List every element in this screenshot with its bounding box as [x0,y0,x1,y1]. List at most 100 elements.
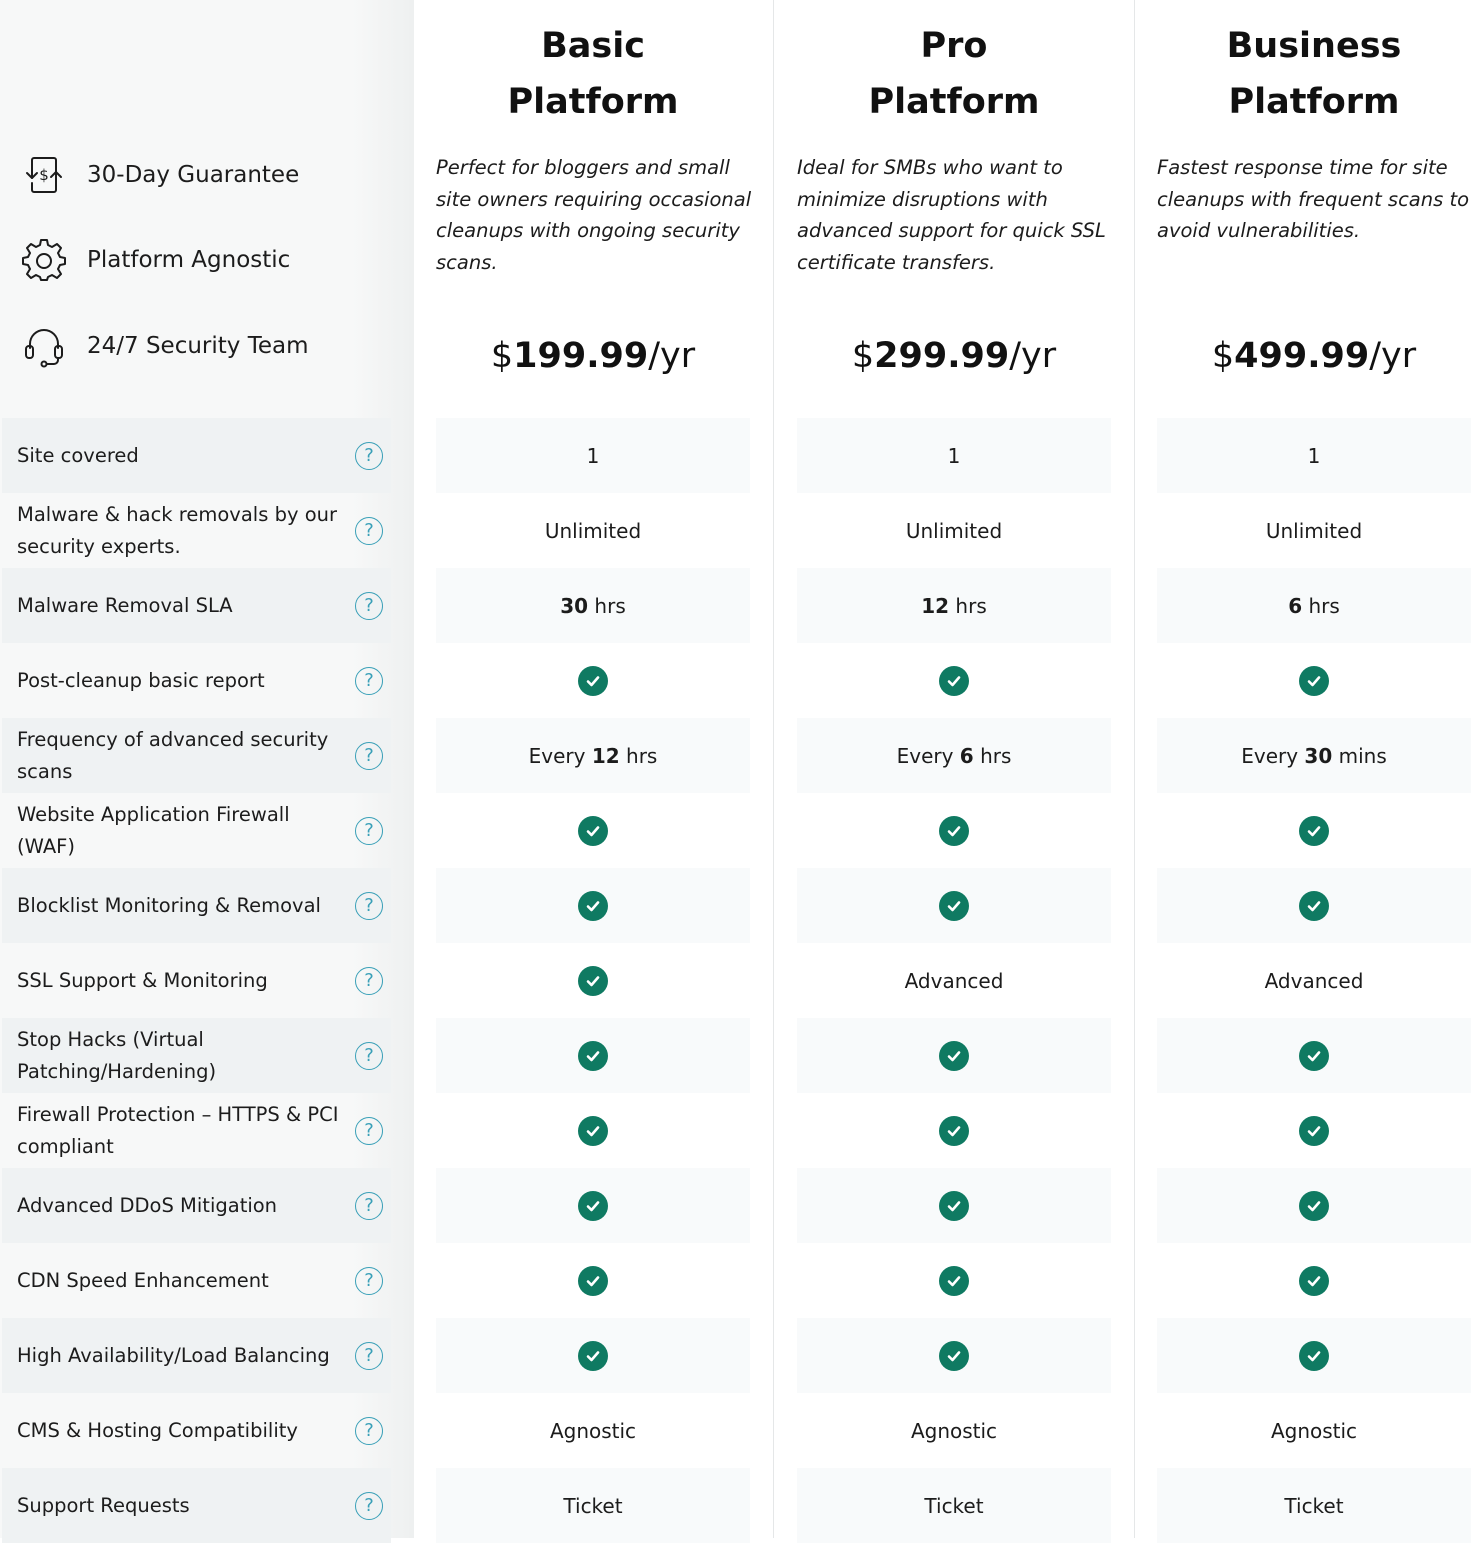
cell-value: Agnostic [549,1418,637,1443]
help-icon[interactable]: ? [355,1116,383,1145]
help-icon[interactable]: ? [355,1491,383,1520]
plan-cell [436,1318,750,1393]
feature-row: High Availability/Load Balancing? [2,1318,391,1393]
plan-cell: 1 [797,418,1111,493]
cell-number: 12 [591,743,620,768]
cell-value: Unlimited [1265,518,1363,543]
price-period: /yr [1369,336,1417,376]
plan-cell: 30 hrs [436,568,750,643]
plan-cell: 6 hrs [1157,568,1471,643]
help-icon[interactable]: ? [355,1266,383,1295]
check-icon [1299,1190,1329,1221]
plan-cell: Agnostic [797,1393,1111,1468]
feature-row: CDN Speed Enhancement? [2,1243,391,1318]
help-icon[interactable]: ? [355,1341,383,1370]
plan-cell [436,868,750,943]
price-amount: 199.99 [513,336,649,376]
check-icon [578,1190,608,1221]
help-icon[interactable]: ? [355,816,383,845]
cell-value: 30 hrs [560,594,626,618]
plan-cell [436,1168,750,1243]
cell-number: 30 [1304,743,1333,768]
guarantee-platform-agnostic: Platform Agnostic [22,235,290,285]
cell-suffix: mins [1332,743,1387,768]
plan-cell: Advanced [1157,943,1471,1018]
check-icon [578,1340,608,1371]
cell-number: 12 [921,593,950,618]
cell-prefix: Every [1241,743,1305,768]
cell-value: Advanced [904,968,1004,993]
feature-row: Firewall Protection – HTTPS & PCI compli… [2,1093,391,1168]
plan-cell: Unlimited [1157,493,1471,568]
check-icon [1299,815,1329,846]
guarantee-30-day: $ 30-Day Guarantee [22,150,299,200]
help-icon[interactable]: ? [355,666,383,695]
help-icon[interactable]: ? [355,591,383,620]
check-icon [1299,665,1329,696]
check-icon [939,1115,969,1146]
plan-cell [797,1243,1111,1318]
plan-title-line: Platform [507,82,679,122]
price-currency: $ [1211,336,1235,376]
feature-label: Post-cleanup basic report [17,668,265,692]
feature-label: Advanced DDoS Mitigation [17,1193,278,1217]
help-icon[interactable]: ? [355,1041,383,1070]
check-icon [578,665,608,696]
check-icon [1299,1115,1329,1146]
feature-label: CMS & Hosting Compatibility [17,1418,298,1442]
plan-cell [1157,868,1471,943]
plan-cell [797,793,1111,868]
plan-cell [797,1018,1111,1093]
plan-cell [1157,1093,1471,1168]
plan-title-line: Platform [1228,82,1400,122]
plan-title-line: Basic [541,26,645,66]
help-icon[interactable]: ? [355,966,383,995]
price-period: /yr [1009,336,1057,376]
check-icon [578,965,608,996]
cell-prefix: Every [896,743,960,768]
plan-cell: Agnostic [436,1393,750,1468]
plan-cell: Unlimited [797,493,1111,568]
help-icon[interactable]: ? [355,441,383,470]
feature-label: Firewall Protection – HTTPS & PCI compli… [17,1102,339,1158]
help-icon[interactable]: ? [355,516,383,545]
plan-cell: Unlimited [436,493,750,568]
plan-cell: Every 12 hrs [436,718,750,793]
cell-value: Every 6 hrs [897,744,1012,768]
plan-cell [797,1093,1111,1168]
plan-cell [1157,793,1471,868]
plan-cell: Advanced [797,943,1111,1018]
check-icon [939,815,969,846]
plan-cell [797,643,1111,718]
plan-cell: Agnostic [1157,1393,1471,1468]
feature-label: High Availability/Load Balancing [17,1343,330,1367]
plan-title-line: Platform [868,82,1040,122]
feature-row: Post-cleanup basic report? [2,643,391,718]
plan-price: $499.99/yr [1134,328,1473,384]
help-icon[interactable]: ? [355,891,383,920]
plan-cell [1157,1243,1471,1318]
check-icon [939,665,969,696]
plan-cell: Ticket [1157,1468,1471,1543]
column-divider [1134,0,1135,1538]
feature-label: SSL Support & Monitoring [17,968,268,992]
feature-row: Support Requests? [2,1468,391,1543]
help-icon[interactable]: ? [355,1416,383,1445]
cell-value: Ticket [924,1493,984,1518]
plan-description: Perfect for bloggers and small site owne… [436,156,752,274]
feature-label: Frequency of advanced security scans [17,727,329,783]
check-icon [939,890,969,921]
help-icon[interactable]: ? [355,1191,383,1220]
plan-cell: Ticket [436,1468,750,1543]
plan-title-line: Pro [920,26,988,66]
plan-price: $299.99/yr [774,328,1134,384]
help-icon[interactable]: ? [355,741,383,770]
feature-label: Website Application Firewall (WAF) [17,802,290,858]
plan-cell [436,1018,750,1093]
plan-cell [436,793,750,868]
price-currency: $ [490,336,514,376]
plan-title-line: Business [1226,26,1402,66]
feature-label: CDN Speed Enhancement [17,1268,269,1292]
cell-value: Unlimited [905,518,1003,543]
plan-cell [797,1168,1111,1243]
